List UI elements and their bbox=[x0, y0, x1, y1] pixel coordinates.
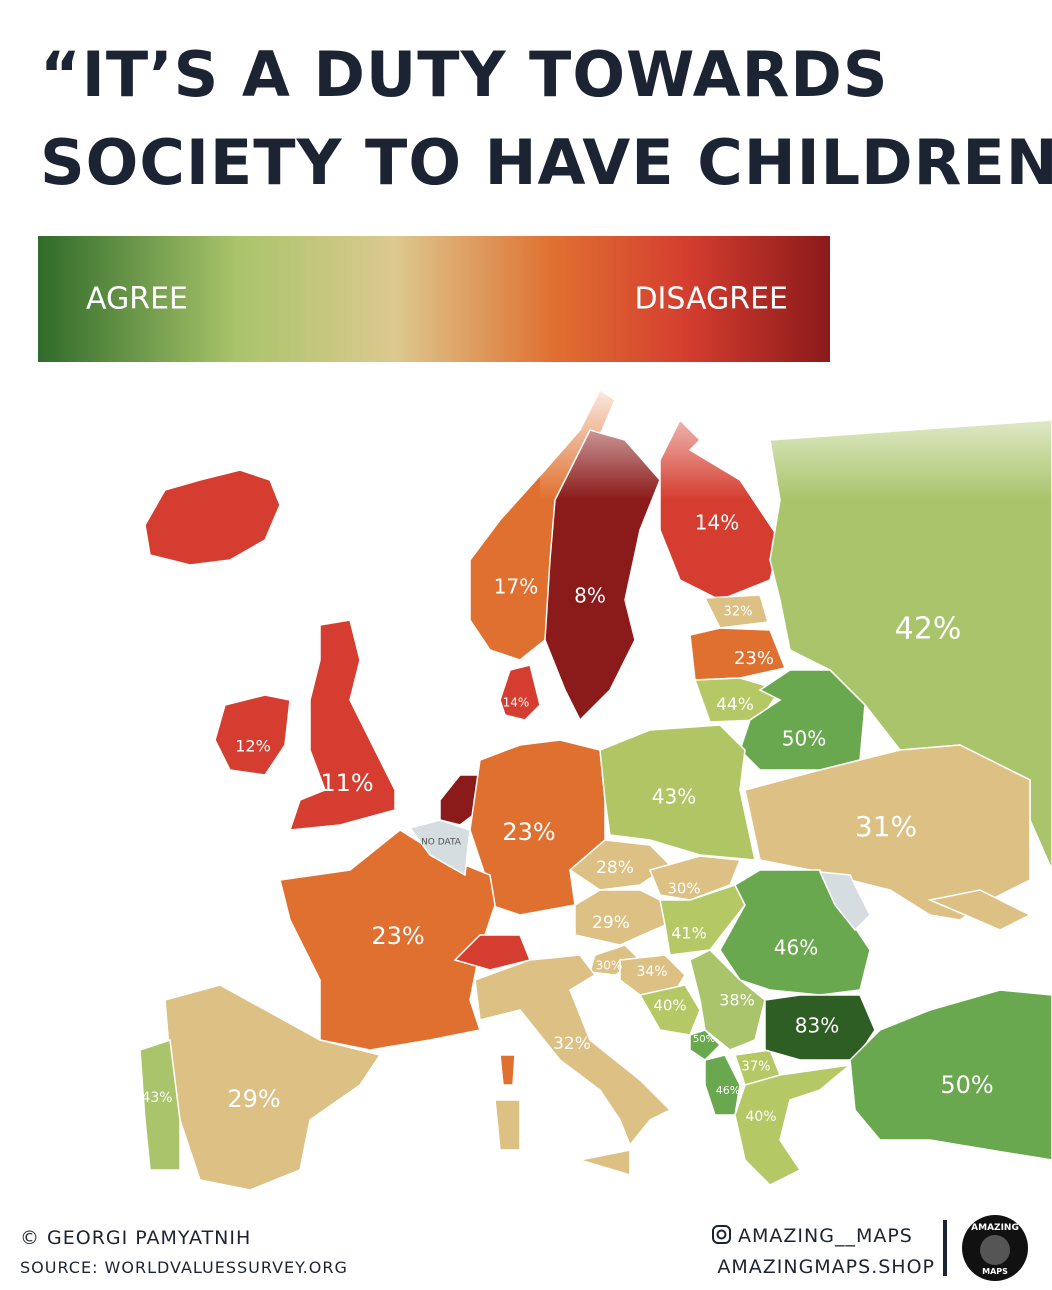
country-label: 41% bbox=[671, 924, 707, 943]
country-label: 32% bbox=[724, 605, 753, 620]
country bbox=[474, 954, 672, 1147]
map-fade bbox=[540, 370, 1052, 500]
legend-label: AGREE bbox=[86, 282, 188, 317]
country bbox=[648, 855, 742, 901]
country-label: 14% bbox=[695, 511, 739, 535]
country bbox=[499, 664, 541, 721]
country bbox=[818, 871, 871, 932]
country bbox=[599, 724, 756, 861]
country bbox=[659, 884, 746, 956]
country bbox=[279, 829, 496, 1051]
country bbox=[689, 949, 766, 1051]
country bbox=[408, 819, 471, 877]
country-label: 28% bbox=[596, 858, 634, 878]
country bbox=[769, 419, 1052, 871]
country-label: 38% bbox=[719, 991, 755, 1010]
country bbox=[693, 677, 782, 723]
country-label: 29% bbox=[592, 913, 630, 933]
country bbox=[288, 619, 396, 831]
country-label: 30% bbox=[596, 959, 623, 973]
country-label: 8% bbox=[574, 584, 606, 608]
title-line: SOCIETY TO HAVE CHILDREN” bbox=[40, 126, 1052, 199]
instagram: AMAZING__MAPS bbox=[738, 1225, 913, 1247]
title-line: “IT’S A DUTY TOWARDS bbox=[40, 38, 889, 111]
country bbox=[499, 1054, 516, 1086]
country-label: 14% bbox=[503, 696, 530, 710]
logo-text: AMAZING bbox=[971, 1223, 1019, 1233]
country-label: 31% bbox=[855, 810, 917, 843]
country-label: 11% bbox=[320, 769, 373, 797]
country-label: 50% bbox=[940, 1071, 993, 1099]
country-label: 40% bbox=[745, 1109, 776, 1125]
country bbox=[703, 594, 769, 629]
logo-globe bbox=[980, 1235, 1010, 1265]
country-label: 44% bbox=[716, 695, 754, 715]
country-label: 43% bbox=[141, 1090, 172, 1106]
country-label: 23% bbox=[502, 818, 555, 846]
country-label: 50% bbox=[782, 727, 826, 751]
map: 17% 8% 14% 42% 32% 23% 44% 50% 14% 12% 11% 23% 43% 31… bbox=[139, 388, 1052, 1191]
country-label: 12% bbox=[235, 737, 271, 756]
country-label: 42% bbox=[895, 612, 962, 647]
legend-bar bbox=[38, 236, 830, 362]
author: © GEORGI PAMYATNIH bbox=[20, 1227, 251, 1249]
country bbox=[494, 1099, 521, 1151]
country bbox=[214, 694, 291, 776]
logo-text: MAPS bbox=[982, 1267, 1008, 1276]
legend-label: DISAGREE bbox=[634, 282, 788, 317]
country-label: 34% bbox=[636, 964, 667, 980]
country bbox=[144, 469, 281, 566]
country bbox=[734, 1063, 853, 1186]
country-label: 37% bbox=[742, 1060, 771, 1075]
divider bbox=[943, 1220, 947, 1276]
country-label: 30% bbox=[667, 880, 700, 898]
country-label: 46% bbox=[774, 936, 818, 960]
country bbox=[579, 1149, 631, 1177]
country-label: 83% bbox=[795, 1014, 839, 1038]
no-data-label: NO DATA bbox=[421, 838, 462, 848]
country-label: 23% bbox=[734, 648, 774, 669]
country bbox=[139, 1038, 181, 1171]
country bbox=[638, 984, 701, 1036]
country-label: 40% bbox=[653, 997, 686, 1015]
instagram-icon bbox=[712, 1225, 731, 1244]
country bbox=[689, 1029, 722, 1061]
country-label: 46% bbox=[716, 1084, 740, 1097]
source: SOURCE: WORLDVALUESSURVEY.ORG bbox=[20, 1258, 348, 1277]
country-label: 32% bbox=[553, 1034, 591, 1054]
shop: AMAZINGMAPS.SHOP bbox=[717, 1256, 935, 1278]
country-label: 29% bbox=[227, 1085, 280, 1113]
country bbox=[453, 934, 532, 971]
country-label: 17% bbox=[494, 575, 538, 599]
country-label: 23% bbox=[371, 922, 424, 950]
country-label: 50% bbox=[693, 1034, 715, 1045]
country bbox=[927, 889, 1032, 931]
country bbox=[849, 989, 1052, 1161]
country-label: 43% bbox=[652, 785, 696, 809]
instagram-icon bbox=[716, 1229, 727, 1240]
